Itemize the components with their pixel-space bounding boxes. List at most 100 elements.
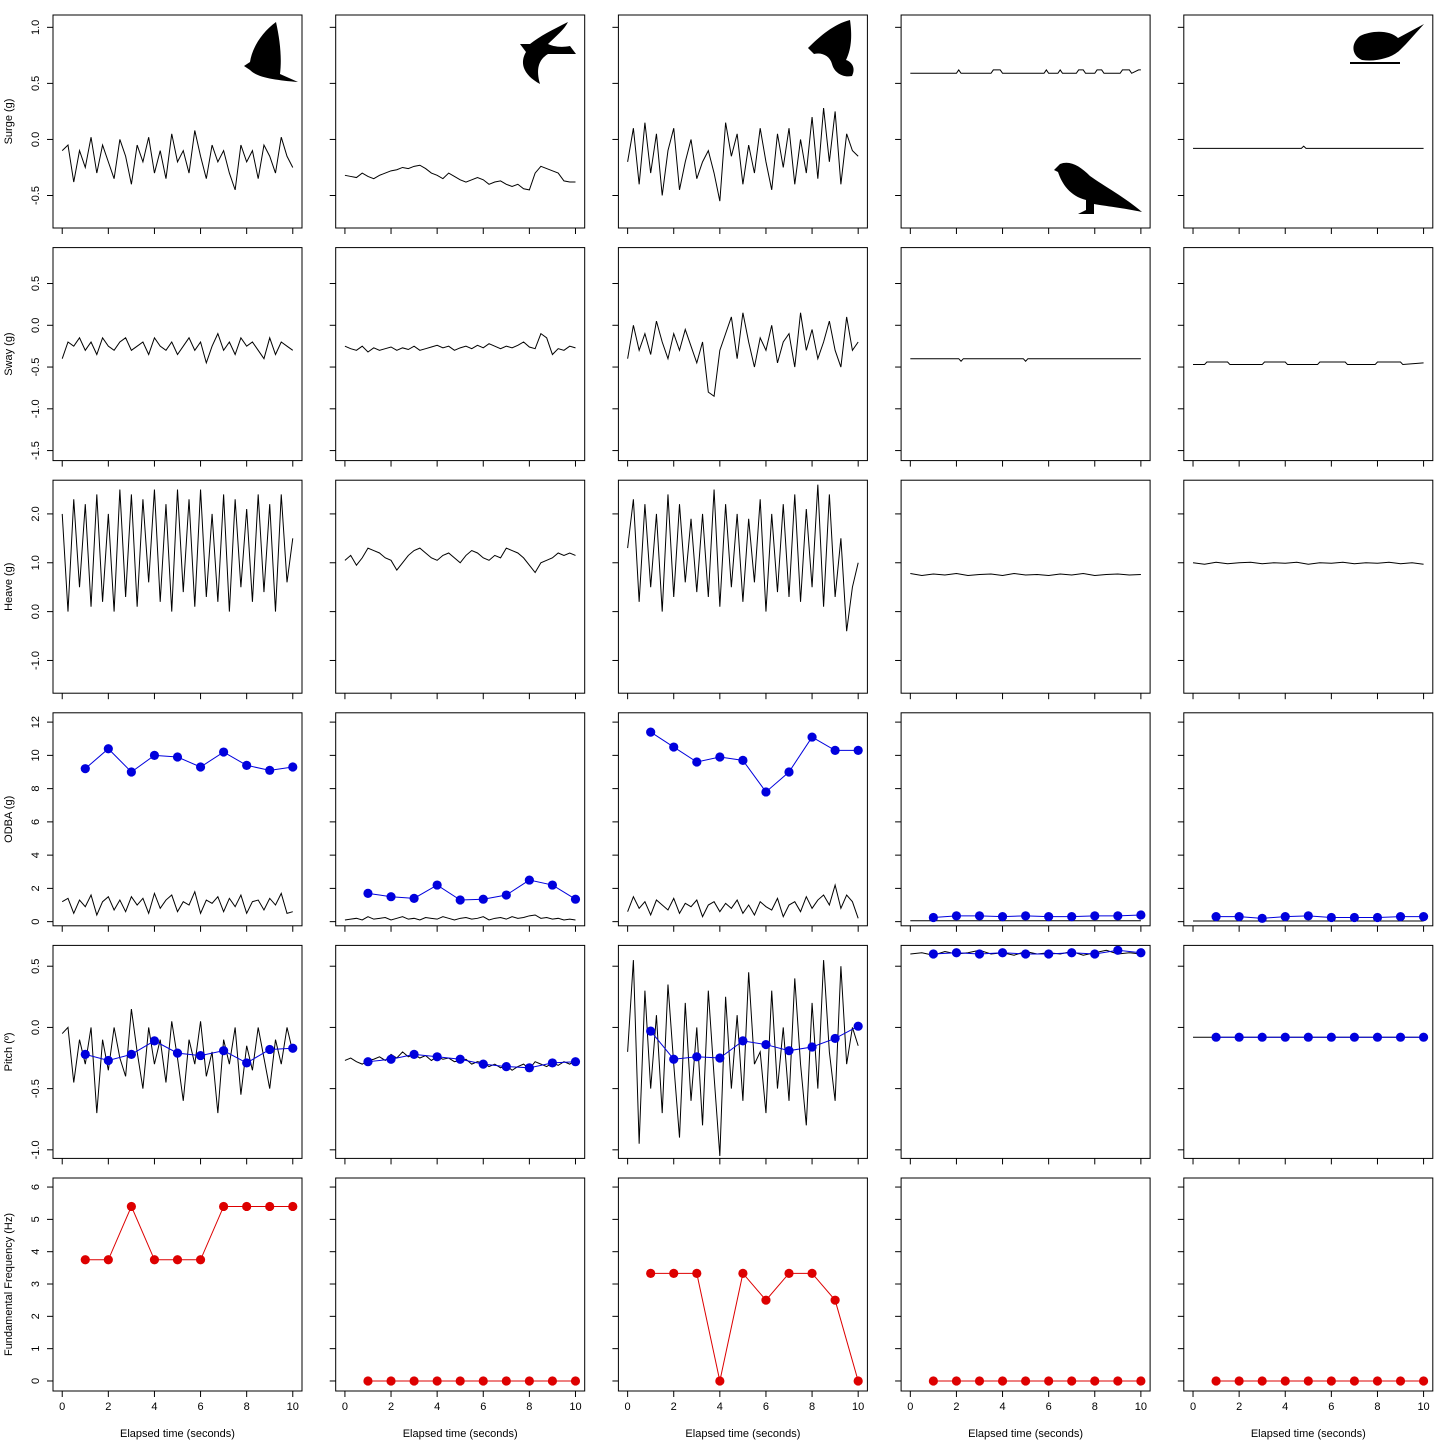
series-line [1192, 561, 1424, 565]
data-point [761, 787, 771, 797]
data-point [103, 1055, 113, 1066]
series-line [84, 748, 293, 773]
y-tick-label: 0 [30, 1378, 42, 1384]
data-point [784, 1268, 794, 1278]
data-point [1234, 1376, 1244, 1386]
data-point [853, 1376, 863, 1386]
bird-icon [1054, 162, 1142, 214]
data-point [172, 752, 183, 762]
panel [895, 944, 1151, 1165]
series-line [1216, 915, 1424, 919]
data-point [524, 1063, 534, 1073]
data-point [149, 1255, 160, 1265]
data-point [997, 912, 1008, 922]
data-point [409, 893, 419, 903]
plot-frame [900, 247, 1151, 462]
y-tick-label: -1.0 [30, 399, 42, 418]
x-tick-label: 6 [763, 1401, 769, 1413]
data-point [409, 1376, 419, 1386]
x-tick-label: 4 [999, 1401, 1005, 1413]
plot-frame [617, 14, 868, 229]
data-point [1113, 945, 1123, 955]
x-tick-label: 4 [151, 1401, 157, 1413]
data-point [1211, 1032, 1221, 1042]
series-line [910, 69, 1141, 74]
data-point [1067, 1376, 1077, 1386]
y-tick-label: 0.0 [30, 604, 42, 619]
y-tick-label: 10 [30, 749, 42, 761]
plot-frame [900, 479, 1151, 694]
data-point [1303, 1032, 1313, 1042]
plot-frame [52, 712, 303, 927]
plot-frame [1183, 944, 1434, 1159]
data-point [149, 1036, 160, 1046]
data-point [997, 948, 1008, 958]
data-point [807, 1268, 817, 1278]
plot-frame [900, 14, 1151, 229]
y-tick-label: 1.0 [30, 555, 42, 570]
data-point [478, 894, 488, 904]
data-point [386, 1376, 396, 1386]
series-line [344, 332, 576, 356]
data-point [288, 762, 298, 772]
data-point [807, 732, 817, 742]
y-tick-label: 0.5 [30, 959, 42, 974]
plot-frame [1183, 712, 1434, 927]
data-point [363, 888, 373, 898]
x-tick-label: 10 [569, 1401, 581, 1413]
plot-frame [900, 712, 1151, 927]
plot-frame [1183, 479, 1434, 694]
x-tick-label: 6 [197, 1401, 203, 1413]
y-tick-label: -0.5 [30, 1079, 42, 1098]
x-axis-label: Elapsed time (seconds) [120, 1428, 235, 1440]
x-tick-label: 8 [244, 1401, 250, 1413]
series-line [344, 914, 576, 921]
plot-frame [900, 944, 1151, 1159]
x-tick-label: 4 [434, 1401, 440, 1413]
data-point [951, 911, 962, 921]
data-point [1372, 1376, 1383, 1386]
data-point [1044, 949, 1054, 959]
data-point [928, 912, 938, 923]
y-tick-label: -1.0 [30, 651, 42, 670]
plot-frame [52, 479, 303, 694]
data-point [195, 762, 206, 772]
panel [329, 247, 586, 467]
data-point [646, 1268, 656, 1278]
data-point [1395, 912, 1406, 922]
panel [612, 14, 868, 234]
y-tick-label: -1.0 [30, 1140, 42, 1159]
panel [329, 712, 586, 932]
data-point [669, 1054, 679, 1064]
data-point [974, 1376, 985, 1386]
series-line [61, 332, 294, 365]
y-axis-label: ODBA (g) [3, 796, 15, 843]
series-line [85, 1040, 293, 1064]
data-point [1257, 913, 1267, 923]
data-point [547, 1058, 558, 1068]
series-line [650, 1025, 859, 1060]
data-point [692, 1268, 702, 1278]
series-line [61, 489, 294, 612]
y-tick-label: 0.0 [30, 1020, 42, 1035]
panel: -0.5 0.0 0.5 1.0 Surge (g) [3, 14, 303, 234]
x-axis-label: Elapsed time (seconds) [403, 1428, 518, 1440]
plot-frame [52, 14, 303, 229]
data-point [103, 744, 113, 754]
data-point [1280, 1376, 1290, 1386]
y-tick-label: -1.5 [30, 441, 42, 460]
data-point [997, 1376, 1008, 1386]
series-line [627, 312, 859, 398]
panel: -1.0 0.0 1.0 2.0 Heave (g) [3, 479, 303, 700]
panel [612, 944, 868, 1165]
x-tick-label: 8 [1374, 1401, 1380, 1413]
bird-icon [520, 22, 576, 84]
panel [329, 479, 586, 700]
panel: 0 2 4 6 8 10 0 1 2 3 4 5 6 Fundamental Frequency (Hz)… [3, 1177, 303, 1440]
series-line [61, 130, 294, 191]
y-tick-label: 1.0 [30, 20, 42, 35]
data-point [1090, 949, 1100, 959]
series-line [650, 1272, 859, 1382]
plot-frame [1183, 1177, 1434, 1392]
